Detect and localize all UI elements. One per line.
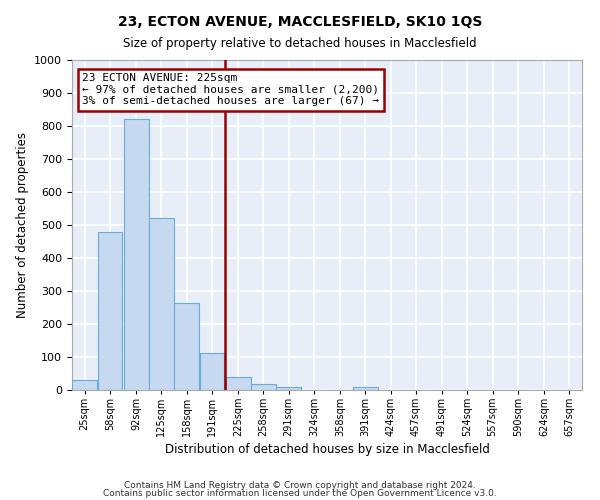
Bar — [226, 377, 251, 390]
Bar — [124, 120, 149, 390]
Bar — [199, 353, 224, 390]
Bar — [149, 218, 174, 390]
X-axis label: Distribution of detached houses by size in Macclesfield: Distribution of detached houses by size … — [164, 444, 490, 456]
Bar — [353, 386, 378, 390]
Bar — [276, 386, 301, 390]
Text: Size of property relative to detached houses in Macclesfield: Size of property relative to detached ho… — [123, 38, 477, 51]
Bar — [251, 384, 276, 390]
Text: Contains HM Land Registry data © Crown copyright and database right 2024.: Contains HM Land Registry data © Crown c… — [124, 480, 476, 490]
Text: 23 ECTON AVENUE: 225sqm
← 97% of detached houses are smaller (2,200)
3% of semi-: 23 ECTON AVENUE: 225sqm ← 97% of detache… — [82, 73, 379, 106]
Y-axis label: Number of detached properties: Number of detached properties — [16, 132, 29, 318]
Bar — [72, 380, 97, 390]
Bar — [97, 232, 122, 390]
Text: 23, ECTON AVENUE, MACCLESFIELD, SK10 1QS: 23, ECTON AVENUE, MACCLESFIELD, SK10 1QS — [118, 15, 482, 29]
Bar — [174, 302, 199, 390]
Text: Contains public sector information licensed under the Open Government Licence v3: Contains public sector information licen… — [103, 489, 497, 498]
